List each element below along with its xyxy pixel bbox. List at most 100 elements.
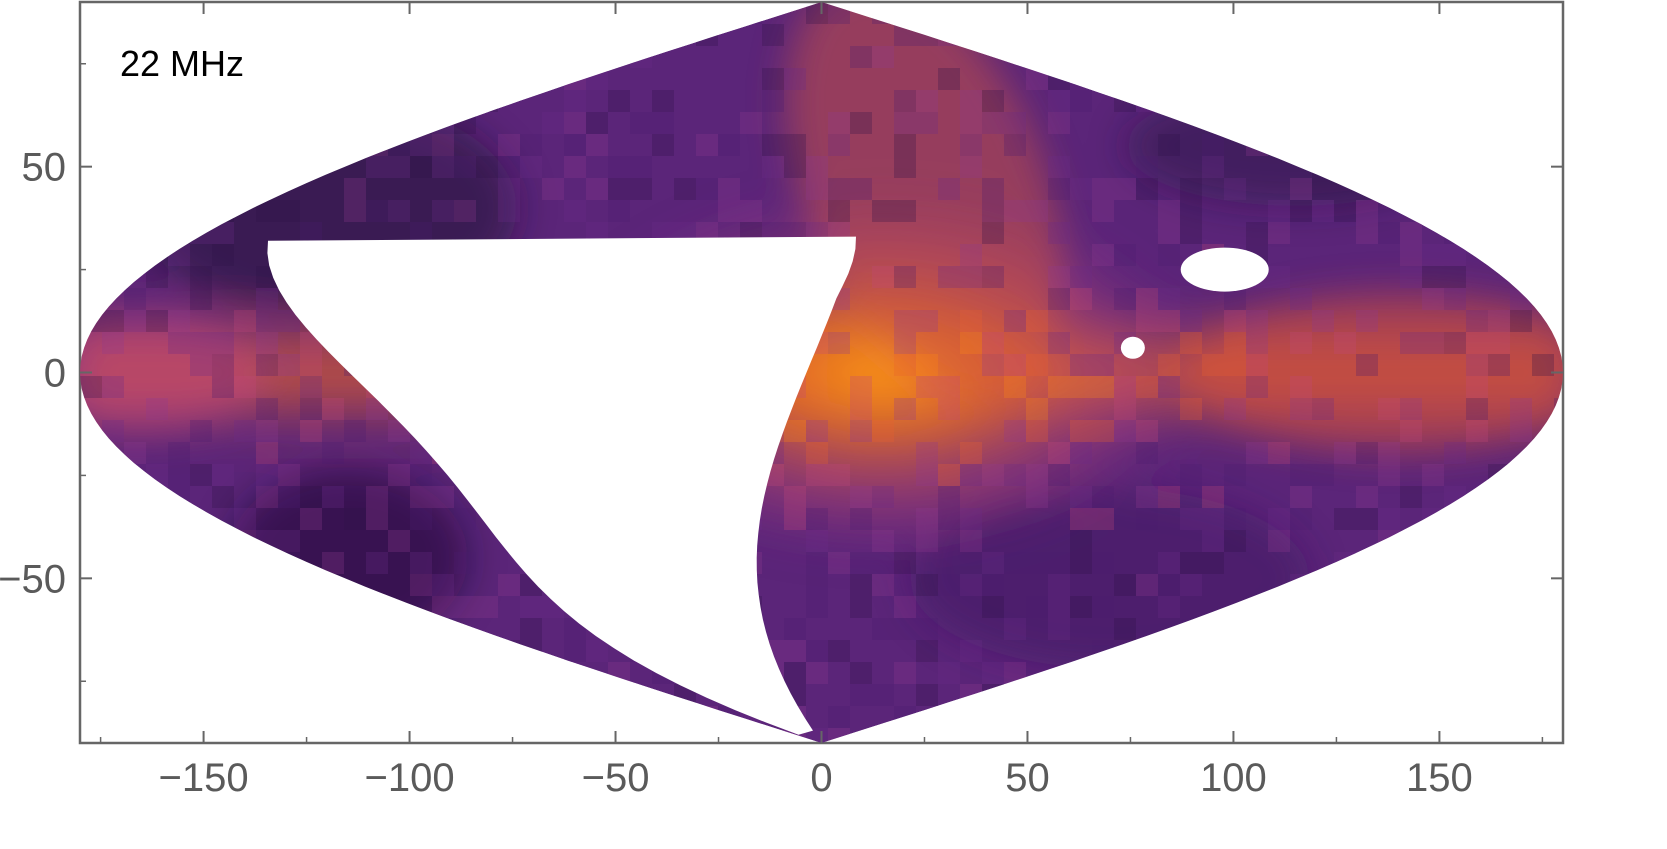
sky-pixel (982, 90, 1004, 112)
sky-pixel (234, 596, 256, 618)
sky-pixel (784, 156, 806, 178)
sky-pixel (784, 640, 806, 662)
sky-pixel (872, 46, 894, 68)
sky-pixel (256, 134, 278, 156)
sky-pixel (190, 222, 212, 244)
sky-pixel (300, 134, 322, 156)
sky-pixel (1070, 2, 1092, 24)
sky-pixel (1092, 420, 1114, 442)
sky-pixel (1334, 2, 1356, 24)
sky-pixel (1532, 46, 1554, 68)
sky-pixel (960, 508, 982, 530)
sky-pixel (784, 662, 806, 684)
sky-pixel (1136, 508, 1158, 530)
sky-pixel (1224, 706, 1246, 728)
sky-pixel (762, 24, 784, 46)
sky-pixel (168, 310, 190, 332)
sky-pixel (1532, 618, 1554, 640)
sky-pixel (366, 2, 388, 24)
sky-pixel (454, 200, 476, 222)
sky-pixel (674, 706, 696, 728)
sky-pixel (1202, 530, 1224, 552)
sky-pixel (1312, 464, 1334, 486)
sky-pixel (828, 552, 850, 574)
sky-pixel (1224, 288, 1246, 310)
sky-pixel (1048, 332, 1070, 354)
sky-pixel (432, 112, 454, 134)
sky-pixel (1136, 310, 1158, 332)
sky-pixel (982, 266, 1004, 288)
sky-pixel (410, 464, 432, 486)
sky-pixel (498, 178, 520, 200)
sky-pixel (1180, 200, 1202, 222)
sky-pixel (102, 684, 124, 706)
sky-pixel (1048, 90, 1070, 112)
sky-pixel (894, 706, 916, 728)
sky-pixel (1488, 464, 1510, 486)
sky-pixel (1488, 486, 1510, 508)
sky-pixel (1158, 596, 1180, 618)
sky-pixel (432, 574, 454, 596)
sky-pixel (190, 596, 212, 618)
sky-pixel (1554, 420, 1563, 442)
sky-pixel (1224, 178, 1246, 200)
sky-pixel (1554, 398, 1563, 420)
sky-pixel (1444, 134, 1466, 156)
sky-pixel (1488, 332, 1510, 354)
x-tick-label: 50 (1005, 756, 1050, 800)
sky-pixel (410, 222, 432, 244)
sky-pixel (1026, 398, 1048, 420)
sky-pixel (520, 156, 542, 178)
sky-pixel (850, 178, 872, 200)
sky-pixel (1466, 24, 1488, 46)
sky-pixel (432, 68, 454, 90)
sky-pixel (1004, 706, 1026, 728)
sky-pixel (1510, 288, 1532, 310)
sky-pixel (410, 486, 432, 508)
sky-pixel (1202, 508, 1224, 530)
sky-pixel (564, 46, 586, 68)
sky-pixel (784, 134, 806, 156)
sky-pixel (828, 200, 850, 222)
sky-pixel (1334, 552, 1356, 574)
sky-pixel (894, 200, 916, 222)
sky-pixel (1532, 508, 1554, 530)
sky-pixel (894, 310, 916, 332)
sky-pixel (1048, 376, 1070, 398)
sky-pixel (608, 706, 630, 728)
masked-region-small (1120, 336, 1145, 359)
sky-pixel (124, 156, 146, 178)
sky-pixel (1378, 46, 1400, 68)
sky-pixel (872, 2, 894, 24)
sky-pixel (1070, 530, 1092, 552)
sky-pixel (1290, 288, 1312, 310)
sky-pixel (1114, 398, 1136, 420)
sky-pixel (850, 486, 872, 508)
sky-pixel (168, 486, 190, 508)
sky-pixel (432, 90, 454, 112)
sky-pixel (410, 90, 432, 112)
sky-pixel (828, 706, 850, 728)
sky-pixel (1532, 596, 1554, 618)
sky-pixel (278, 464, 300, 486)
sky-pixel (1400, 244, 1422, 266)
sky-pixel (1268, 640, 1290, 662)
sky-pixel (300, 222, 322, 244)
sky-pixel (740, 2, 762, 24)
sky-pixel (234, 684, 256, 706)
sky-pixel (784, 420, 806, 442)
sky-pixel (630, 156, 652, 178)
sky-pixel (1092, 376, 1114, 398)
sky-pixel (300, 618, 322, 640)
x-tick-label: −50 (582, 756, 650, 800)
north-spur (786, 2, 1063, 397)
sky-pixel (1444, 662, 1466, 684)
sky-pixel (1444, 24, 1466, 46)
sky-pixel (1114, 90, 1136, 112)
sky-pixel (916, 24, 938, 46)
sky-pixel (190, 684, 212, 706)
sky-pixel (520, 46, 542, 68)
sky-pixel (344, 662, 366, 684)
sky-pixel (1004, 310, 1026, 332)
